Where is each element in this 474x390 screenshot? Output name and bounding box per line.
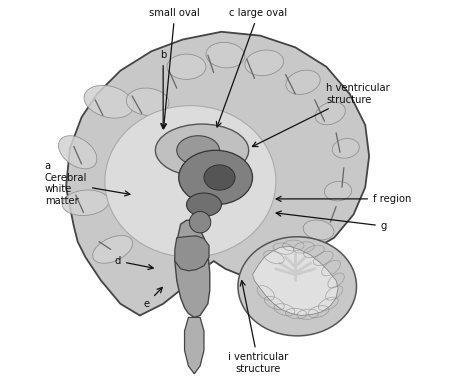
Text: c large oval: c large oval xyxy=(217,8,287,127)
Ellipse shape xyxy=(245,50,283,76)
Ellipse shape xyxy=(238,237,356,336)
Ellipse shape xyxy=(286,70,320,94)
Text: d: d xyxy=(115,256,153,269)
Ellipse shape xyxy=(332,138,359,158)
PathPatch shape xyxy=(66,32,369,316)
Text: small oval: small oval xyxy=(149,8,200,129)
Ellipse shape xyxy=(204,165,235,190)
Text: i ventricular
structure: i ventricular structure xyxy=(228,281,289,374)
Ellipse shape xyxy=(179,150,253,205)
Ellipse shape xyxy=(186,193,221,216)
Ellipse shape xyxy=(267,246,301,268)
Ellipse shape xyxy=(303,220,334,240)
Text: g: g xyxy=(276,211,387,231)
Ellipse shape xyxy=(105,106,276,257)
Ellipse shape xyxy=(167,54,206,80)
Ellipse shape xyxy=(92,236,133,263)
Text: f region: f region xyxy=(276,194,411,204)
Ellipse shape xyxy=(62,190,109,216)
Ellipse shape xyxy=(315,102,346,125)
PathPatch shape xyxy=(175,220,210,317)
PathPatch shape xyxy=(253,246,338,316)
PathPatch shape xyxy=(184,317,204,374)
Ellipse shape xyxy=(206,43,245,68)
Text: a
Cerebral
white
matter: a Cerebral white matter xyxy=(45,161,130,206)
PathPatch shape xyxy=(175,236,209,271)
Ellipse shape xyxy=(126,88,169,115)
Ellipse shape xyxy=(190,211,211,233)
Text: h ventricular
structure: h ventricular structure xyxy=(252,83,390,147)
Ellipse shape xyxy=(155,124,249,177)
Ellipse shape xyxy=(325,181,352,201)
Text: b: b xyxy=(160,50,166,129)
Ellipse shape xyxy=(177,136,219,165)
Ellipse shape xyxy=(58,136,97,169)
Ellipse shape xyxy=(84,85,134,118)
Text: e: e xyxy=(144,287,162,309)
